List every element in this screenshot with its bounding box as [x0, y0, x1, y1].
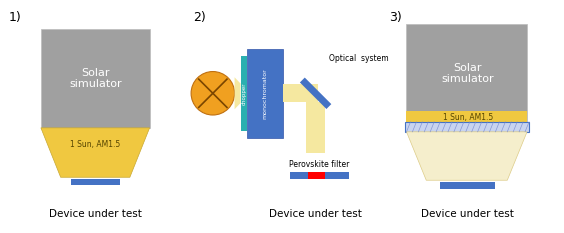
Text: 1 Sun, AM1.5: 1 Sun, AM1.5 — [70, 140, 120, 149]
Text: 1 Sun, AM1.5: 1 Sun, AM1.5 — [443, 113, 493, 123]
Bar — [70, 179, 120, 185]
Circle shape — [191, 72, 235, 115]
Text: chopper: chopper — [241, 82, 246, 105]
Polygon shape — [300, 78, 331, 109]
Bar — [404, 122, 529, 132]
Bar — [407, 111, 527, 125]
Bar — [440, 182, 495, 189]
Bar — [308, 172, 325, 179]
Text: Perovskite filter: Perovskite filter — [289, 160, 350, 169]
Text: Solar
simulator: Solar simulator — [442, 63, 494, 84]
Text: Device under test: Device under test — [269, 209, 362, 219]
Polygon shape — [235, 77, 240, 109]
Bar — [407, 24, 527, 123]
Bar — [248, 49, 283, 138]
Polygon shape — [283, 84, 318, 102]
Polygon shape — [41, 128, 149, 177]
Text: monochromator: monochromator — [263, 68, 268, 119]
Text: 2): 2) — [193, 11, 206, 24]
Text: Device under test: Device under test — [49, 209, 142, 219]
Text: 1): 1) — [8, 11, 21, 24]
Polygon shape — [407, 132, 527, 180]
Text: Device under test: Device under test — [421, 209, 514, 219]
Bar — [240, 56, 248, 131]
Bar — [41, 29, 149, 128]
Bar — [290, 172, 349, 179]
Polygon shape — [306, 102, 325, 153]
Text: Optical  system: Optical system — [329, 54, 389, 63]
Text: Solar
simulator: Solar simulator — [69, 68, 122, 89]
Text: 3): 3) — [389, 11, 402, 24]
